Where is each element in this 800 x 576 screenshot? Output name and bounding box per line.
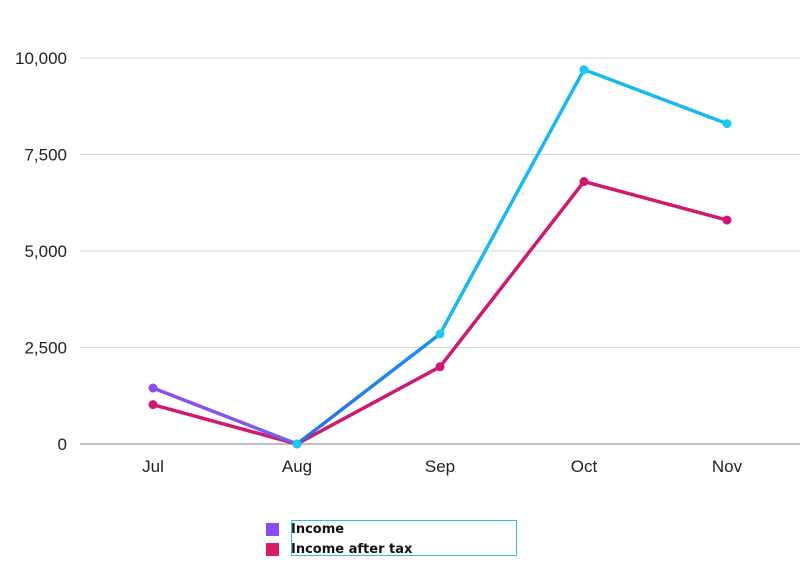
x-tick-label: Nov [712, 457, 743, 476]
series-line-segment [295, 332, 442, 446]
data-point [722, 119, 732, 129]
series-line-segment [582, 179, 729, 222]
data-point [579, 65, 589, 75]
legend-label-income: Income [291, 521, 345, 537]
legend-item-income-after-tax[interactable]: Income after tax [266, 540, 518, 558]
data-point [148, 400, 158, 410]
legend-label-income-after-tax: Income after tax [291, 541, 413, 557]
y-tick-label: 5,000 [24, 242, 67, 261]
legend-item-income[interactable]: Income [266, 520, 518, 538]
y-tick-label: 0 [58, 435, 67, 454]
data-point [292, 439, 302, 449]
x-tick-label: Jul [142, 457, 164, 476]
x-tick-label: Oct [571, 457, 598, 476]
series-line-segment [438, 179, 586, 369]
x-tick-label: Aug [282, 457, 312, 476]
y-axis-ticks: 0 2,500 5,000 7,500 10,000 [15, 49, 67, 454]
data-point [435, 362, 445, 372]
data-point [435, 329, 445, 339]
gridlines [80, 57, 800, 445]
y-tick-label: 2,500 [24, 339, 67, 358]
legend-swatch-income-after-tax [266, 542, 279, 556]
data-point [579, 177, 589, 187]
series-line-segment [438, 67, 586, 336]
legend-swatch-income [266, 522, 279, 536]
legend: Income Income after tax [266, 520, 518, 560]
legend-selection-box [291, 520, 517, 556]
data-point [148, 383, 158, 393]
data-point [722, 215, 732, 225]
series-line-segment [151, 386, 299, 446]
series-line-segment [151, 402, 299, 446]
x-tick-label: Sep [425, 457, 455, 476]
series-line-segment [295, 365, 442, 446]
series-line-segment [582, 67, 729, 126]
y-tick-label: 7,500 [24, 146, 67, 165]
y-tick-label: 10,000 [15, 49, 67, 68]
series-lines [148, 65, 732, 449]
x-axis-ticks: Jul Aug Sep Oct Nov [142, 457, 742, 476]
